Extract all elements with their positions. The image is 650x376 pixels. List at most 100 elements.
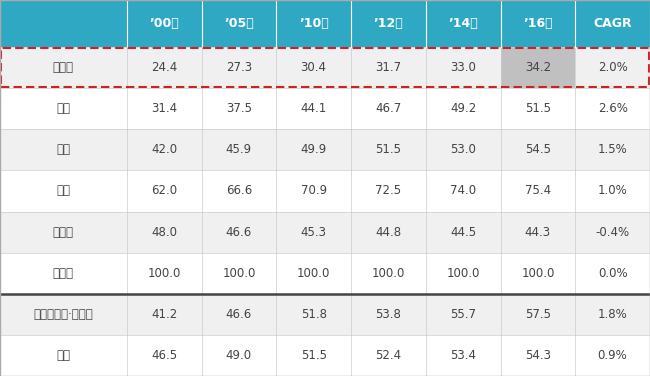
Bar — [500, 211, 575, 253]
Text: 49.0: 49.0 — [226, 349, 252, 362]
Text: 52.4: 52.4 — [375, 349, 402, 362]
Bar — [127, 88, 202, 129]
Text: 0.9%: 0.9% — [598, 349, 627, 362]
Text: 31.4: 31.4 — [151, 102, 177, 115]
Text: 44.5: 44.5 — [450, 226, 476, 238]
Bar — [575, 170, 650, 211]
Bar — [351, 294, 426, 335]
Bar — [127, 253, 202, 294]
Bar — [575, 47, 650, 88]
Text: 55.7: 55.7 — [450, 308, 476, 321]
Text: 54.3: 54.3 — [525, 349, 551, 362]
Text: CAGR: CAGR — [593, 17, 632, 30]
Bar — [426, 294, 500, 335]
Text: 46.7: 46.7 — [375, 102, 402, 115]
Bar — [276, 294, 351, 335]
Bar — [127, 335, 202, 376]
Text: 62.0: 62.0 — [151, 185, 177, 197]
Text: 46.5: 46.5 — [151, 349, 177, 362]
Text: 30.4: 30.4 — [300, 61, 326, 74]
Text: 2.0%: 2.0% — [598, 61, 627, 74]
Text: 44.8: 44.8 — [375, 226, 402, 238]
Bar — [426, 335, 500, 376]
Text: 2.6%: 2.6% — [598, 102, 627, 115]
Text: 53.0: 53.0 — [450, 143, 476, 156]
Bar — [500, 88, 575, 129]
Bar — [0, 129, 127, 170]
Bar — [351, 129, 426, 170]
Text: 51.5: 51.5 — [376, 143, 402, 156]
Text: 싱가폴: 싱가폴 — [53, 267, 74, 280]
Bar — [0, 253, 127, 294]
Bar — [426, 253, 500, 294]
Text: 53.8: 53.8 — [376, 308, 401, 321]
Bar — [351, 211, 426, 253]
Text: ’16년: ’16년 — [523, 17, 552, 30]
Text: 100.0: 100.0 — [222, 267, 255, 280]
Bar — [0, 170, 127, 211]
Bar — [500, 129, 575, 170]
Text: 48.0: 48.0 — [151, 226, 177, 238]
Bar — [575, 129, 650, 170]
Text: 49.2: 49.2 — [450, 102, 476, 115]
Text: 100.0: 100.0 — [148, 267, 181, 280]
Text: 1.0%: 1.0% — [598, 185, 627, 197]
Bar — [575, 211, 650, 253]
Text: 27.3: 27.3 — [226, 61, 252, 74]
Text: 46.6: 46.6 — [226, 308, 252, 321]
Bar — [575, 294, 650, 335]
Bar — [351, 253, 426, 294]
Bar — [276, 88, 351, 129]
Bar — [1, 48, 649, 87]
Text: 51.5: 51.5 — [300, 349, 326, 362]
Text: ’00년: ’00년 — [150, 17, 179, 30]
Text: 34.2: 34.2 — [525, 61, 551, 74]
Text: ’12년: ’12년 — [374, 17, 403, 30]
Bar — [426, 47, 500, 88]
Bar — [0, 47, 127, 88]
Text: 54.5: 54.5 — [525, 143, 551, 156]
Bar — [202, 253, 276, 294]
Text: 41.2: 41.2 — [151, 308, 177, 321]
Bar — [500, 253, 575, 294]
Bar — [500, 170, 575, 211]
Text: -0.4%: -0.4% — [595, 226, 630, 238]
Text: 1.8%: 1.8% — [598, 308, 627, 321]
Text: 100.0: 100.0 — [372, 267, 405, 280]
Bar — [202, 129, 276, 170]
Bar — [202, 47, 276, 88]
Bar — [500, 294, 575, 335]
Text: 45.9: 45.9 — [226, 143, 252, 156]
Text: 42.0: 42.0 — [151, 143, 177, 156]
Text: 75.4: 75.4 — [525, 185, 551, 197]
Bar — [351, 88, 426, 129]
Text: ’05년: ’05년 — [224, 17, 254, 30]
Bar — [276, 211, 351, 253]
Bar — [351, 47, 426, 88]
Text: 45.3: 45.3 — [300, 226, 326, 238]
Text: 74.0: 74.0 — [450, 185, 476, 197]
Bar — [0, 335, 127, 376]
Bar — [426, 170, 500, 211]
Text: 100.0: 100.0 — [297, 267, 330, 280]
Text: 동남아시아·태평양: 동남아시아·태평양 — [34, 308, 93, 321]
Text: 말련: 말련 — [57, 185, 70, 197]
Bar — [426, 88, 500, 129]
Text: 인니: 인니 — [57, 143, 70, 156]
Text: ’10년: ’10년 — [299, 17, 328, 30]
Text: 51.5: 51.5 — [525, 102, 551, 115]
Bar — [202, 335, 276, 376]
Bar — [351, 170, 426, 211]
Text: ’14년: ’14년 — [448, 17, 478, 30]
Bar — [0, 88, 127, 129]
Text: 49.9: 49.9 — [300, 143, 327, 156]
Text: 53.4: 53.4 — [450, 349, 476, 362]
Text: 57.5: 57.5 — [525, 308, 551, 321]
Text: 세계: 세계 — [57, 349, 70, 362]
Bar — [575, 88, 650, 129]
Bar — [202, 211, 276, 253]
Bar — [202, 88, 276, 129]
Bar — [575, 253, 650, 294]
Text: 24.4: 24.4 — [151, 61, 177, 74]
Bar — [351, 335, 426, 376]
